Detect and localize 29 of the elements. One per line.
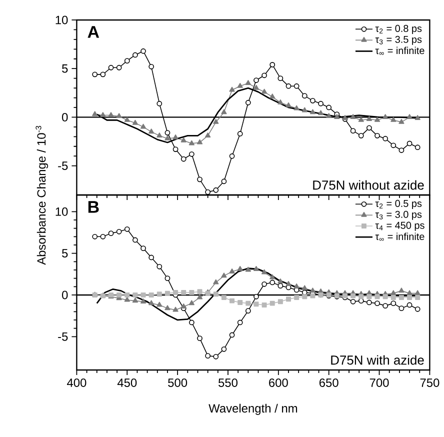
x-tick-label: 500 bbox=[168, 378, 188, 387]
x-tick-label: 450 bbox=[117, 378, 137, 387]
x-axis-title: Wavelength / nm bbox=[208, 404, 298, 415]
legend-label: τ$_{4}$ = 450 ps bbox=[375, 222, 424, 231]
x-tick-label: 600 bbox=[269, 378, 288, 387]
y-axis-title: Absorbance Change / 10$^{-3}$ bbox=[36, 126, 48, 265]
x-tick-label: 700 bbox=[370, 378, 389, 387]
y-tick-label: 10 bbox=[56, 207, 68, 216]
annotation: B bbox=[88, 201, 99, 213]
legend-label: τ$_{2}$ = 0.8 ps bbox=[375, 24, 422, 34]
y-tick-label: -5 bbox=[58, 162, 68, 170]
legend-label: τ$_{2}$ = 0.5 ps bbox=[375, 200, 422, 209]
annotation: D75N with azide bbox=[331, 355, 424, 365]
x-tick-label: 650 bbox=[319, 378, 338, 387]
x-tick-label: 400 bbox=[67, 378, 86, 387]
y-tick-label: -5 bbox=[58, 332, 68, 341]
x-tick-label: 750 bbox=[420, 378, 440, 387]
legend-label: τ$_{∞}$ = infinite bbox=[375, 232, 424, 241]
y-tick-label: 5 bbox=[62, 64, 68, 73]
legend-label: τ$_{3}$ = 3.5 ps bbox=[375, 36, 422, 45]
annotation: D75N without azide bbox=[313, 180, 424, 190]
y-tick-label: 0 bbox=[62, 290, 68, 300]
legend-label: τ$_{∞}$ = infinite bbox=[375, 46, 424, 55]
annotation: A bbox=[88, 26, 100, 38]
x-tick-label: 550 bbox=[218, 378, 238, 387]
y-tick-label: 5 bbox=[62, 249, 68, 258]
y-tick-label: 10 bbox=[56, 16, 68, 24]
legend-label: τ$_{3}$ = 3.0 ps bbox=[375, 210, 422, 220]
y-tick-label: 0 bbox=[62, 112, 68, 122]
